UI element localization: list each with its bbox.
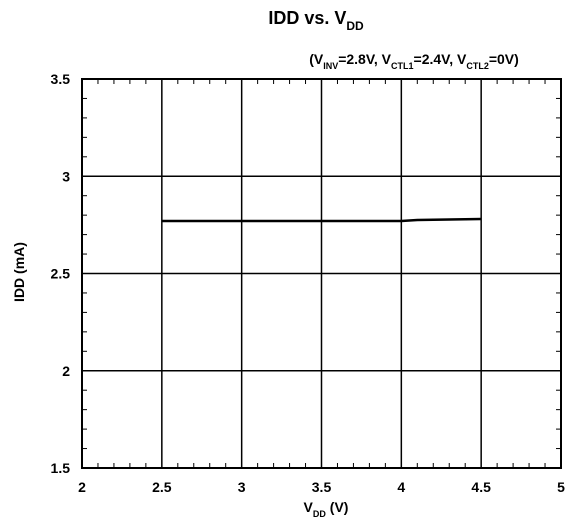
y-tick-label: 3	[62, 168, 70, 184]
x-tick-label: 2	[78, 479, 86, 495]
y-tick-label: 3.5	[51, 71, 71, 87]
chart-title: IDD vs. VDD	[268, 8, 364, 33]
x-tick-label: 4	[397, 479, 405, 495]
series-layer	[161, 217, 482, 223]
y-tick-label: 2	[62, 363, 70, 379]
x-tick-label: 5	[557, 479, 565, 495]
chart-subtitle: (VINV=2.8V, VCTL1=2.4V, VCTL2=0V)	[309, 51, 519, 71]
x-tick-label: 3.5	[312, 479, 332, 495]
y-tick-label: 1.5	[51, 460, 71, 476]
grid	[82, 79, 561, 468]
x-tick-label: 4.5	[471, 479, 491, 495]
y-axis-label: IDD (mA)	[11, 242, 27, 302]
tick-labels: 2 2.5 3 3.5 4 4.5 5 1.5 2 2.5 3 3.5	[51, 71, 566, 495]
x-tick-label: 3	[238, 479, 246, 495]
plot-frame	[81, 78, 562, 469]
x-axis-label: VDD (V)	[304, 499, 349, 519]
series-line	[161, 217, 482, 223]
x-tick-label: 2.5	[152, 479, 172, 495]
y-tick-label: 2.5	[51, 266, 71, 282]
